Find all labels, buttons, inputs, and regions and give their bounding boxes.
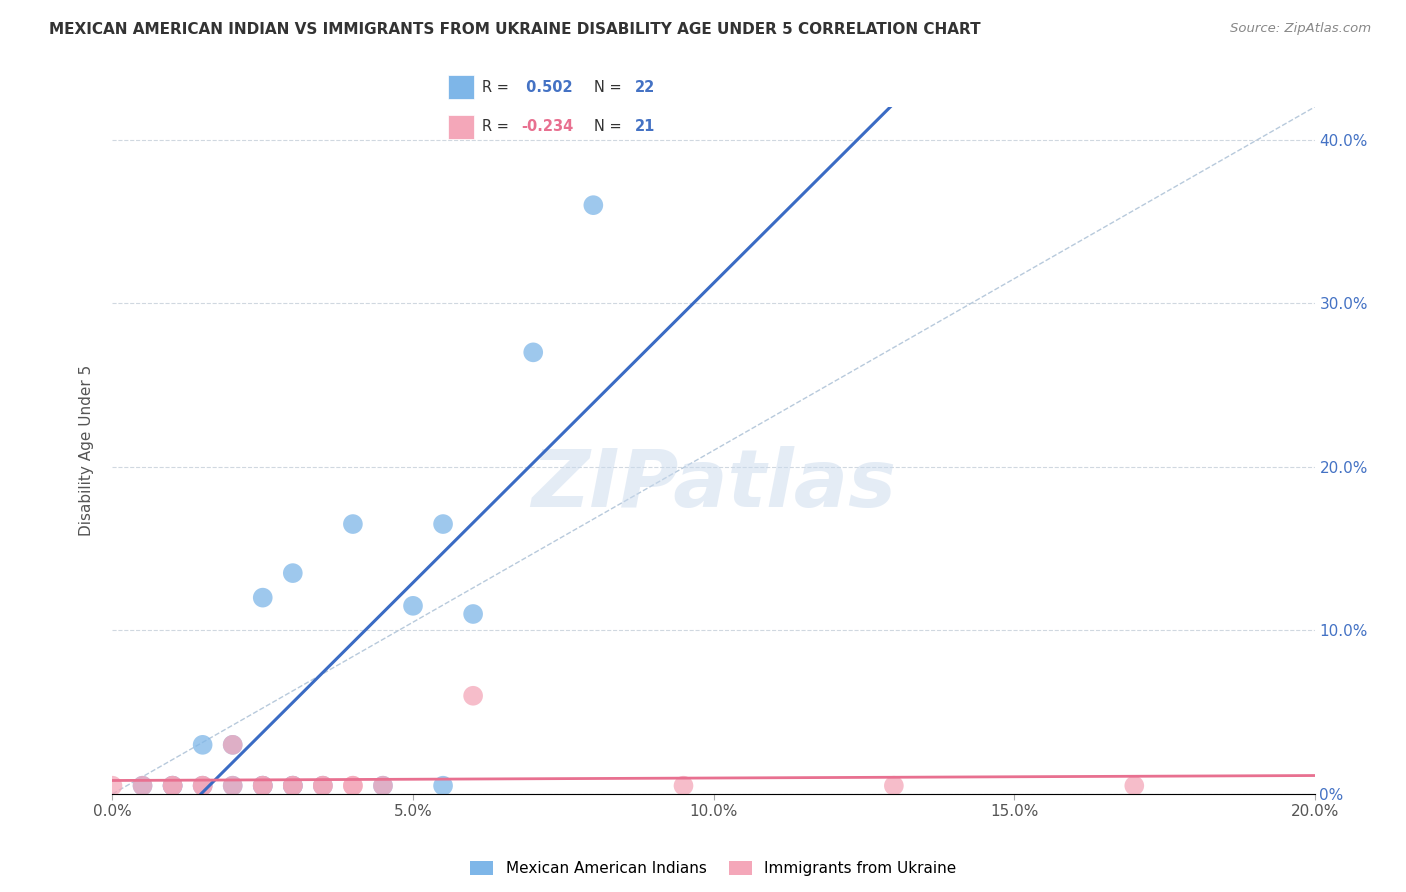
Point: [522, 345, 544, 359]
Text: R =: R =: [482, 120, 513, 135]
Point: [162, 779, 184, 793]
Point: [191, 779, 214, 793]
Point: [162, 779, 184, 793]
Point: [252, 779, 274, 793]
Point: [191, 738, 214, 752]
Point: [222, 779, 245, 793]
Point: [281, 779, 304, 793]
Point: [312, 779, 335, 793]
Text: R =: R =: [482, 79, 513, 95]
Point: [252, 779, 274, 793]
Bar: [449, 75, 474, 99]
Legend: Mexican American Indians, Immigrants from Ukraine: Mexican American Indians, Immigrants fro…: [464, 855, 963, 882]
Point: [582, 198, 605, 212]
Point: [461, 689, 484, 703]
Point: [312, 779, 335, 793]
Point: [402, 599, 425, 613]
Point: [252, 779, 274, 793]
Point: [222, 738, 245, 752]
Point: [281, 779, 304, 793]
Point: [162, 779, 184, 793]
Point: [101, 779, 124, 793]
Point: [281, 779, 304, 793]
Text: 22: 22: [636, 79, 655, 95]
Point: [432, 516, 454, 531]
Point: [342, 516, 364, 531]
Point: [162, 779, 184, 793]
Point: [191, 779, 214, 793]
Point: [1123, 779, 1146, 793]
Text: MEXICAN AMERICAN INDIAN VS IMMIGRANTS FROM UKRAINE DISABILITY AGE UNDER 5 CORREL: MEXICAN AMERICAN INDIAN VS IMMIGRANTS FR…: [49, 22, 981, 37]
Point: [281, 566, 304, 580]
Point: [883, 779, 905, 793]
Text: N =: N =: [593, 79, 626, 95]
Point: [222, 779, 245, 793]
Point: [191, 779, 214, 793]
Point: [131, 779, 153, 793]
Text: 0.502: 0.502: [520, 79, 572, 95]
Point: [281, 779, 304, 793]
Point: [252, 591, 274, 605]
Text: -0.234: -0.234: [520, 120, 574, 135]
Text: ZIPatlas: ZIPatlas: [531, 446, 896, 524]
Point: [222, 738, 245, 752]
Point: [342, 779, 364, 793]
Point: [432, 779, 454, 793]
Point: [672, 779, 695, 793]
Y-axis label: Disability Age Under 5: Disability Age Under 5: [79, 365, 94, 536]
Point: [371, 779, 394, 793]
Point: [461, 607, 484, 621]
Point: [252, 779, 274, 793]
Bar: [449, 115, 474, 139]
Text: N =: N =: [593, 120, 626, 135]
Point: [371, 779, 394, 793]
Point: [342, 779, 364, 793]
Text: 21: 21: [636, 120, 655, 135]
Point: [312, 779, 335, 793]
Point: [131, 779, 153, 793]
Text: Source: ZipAtlas.com: Source: ZipAtlas.com: [1230, 22, 1371, 36]
